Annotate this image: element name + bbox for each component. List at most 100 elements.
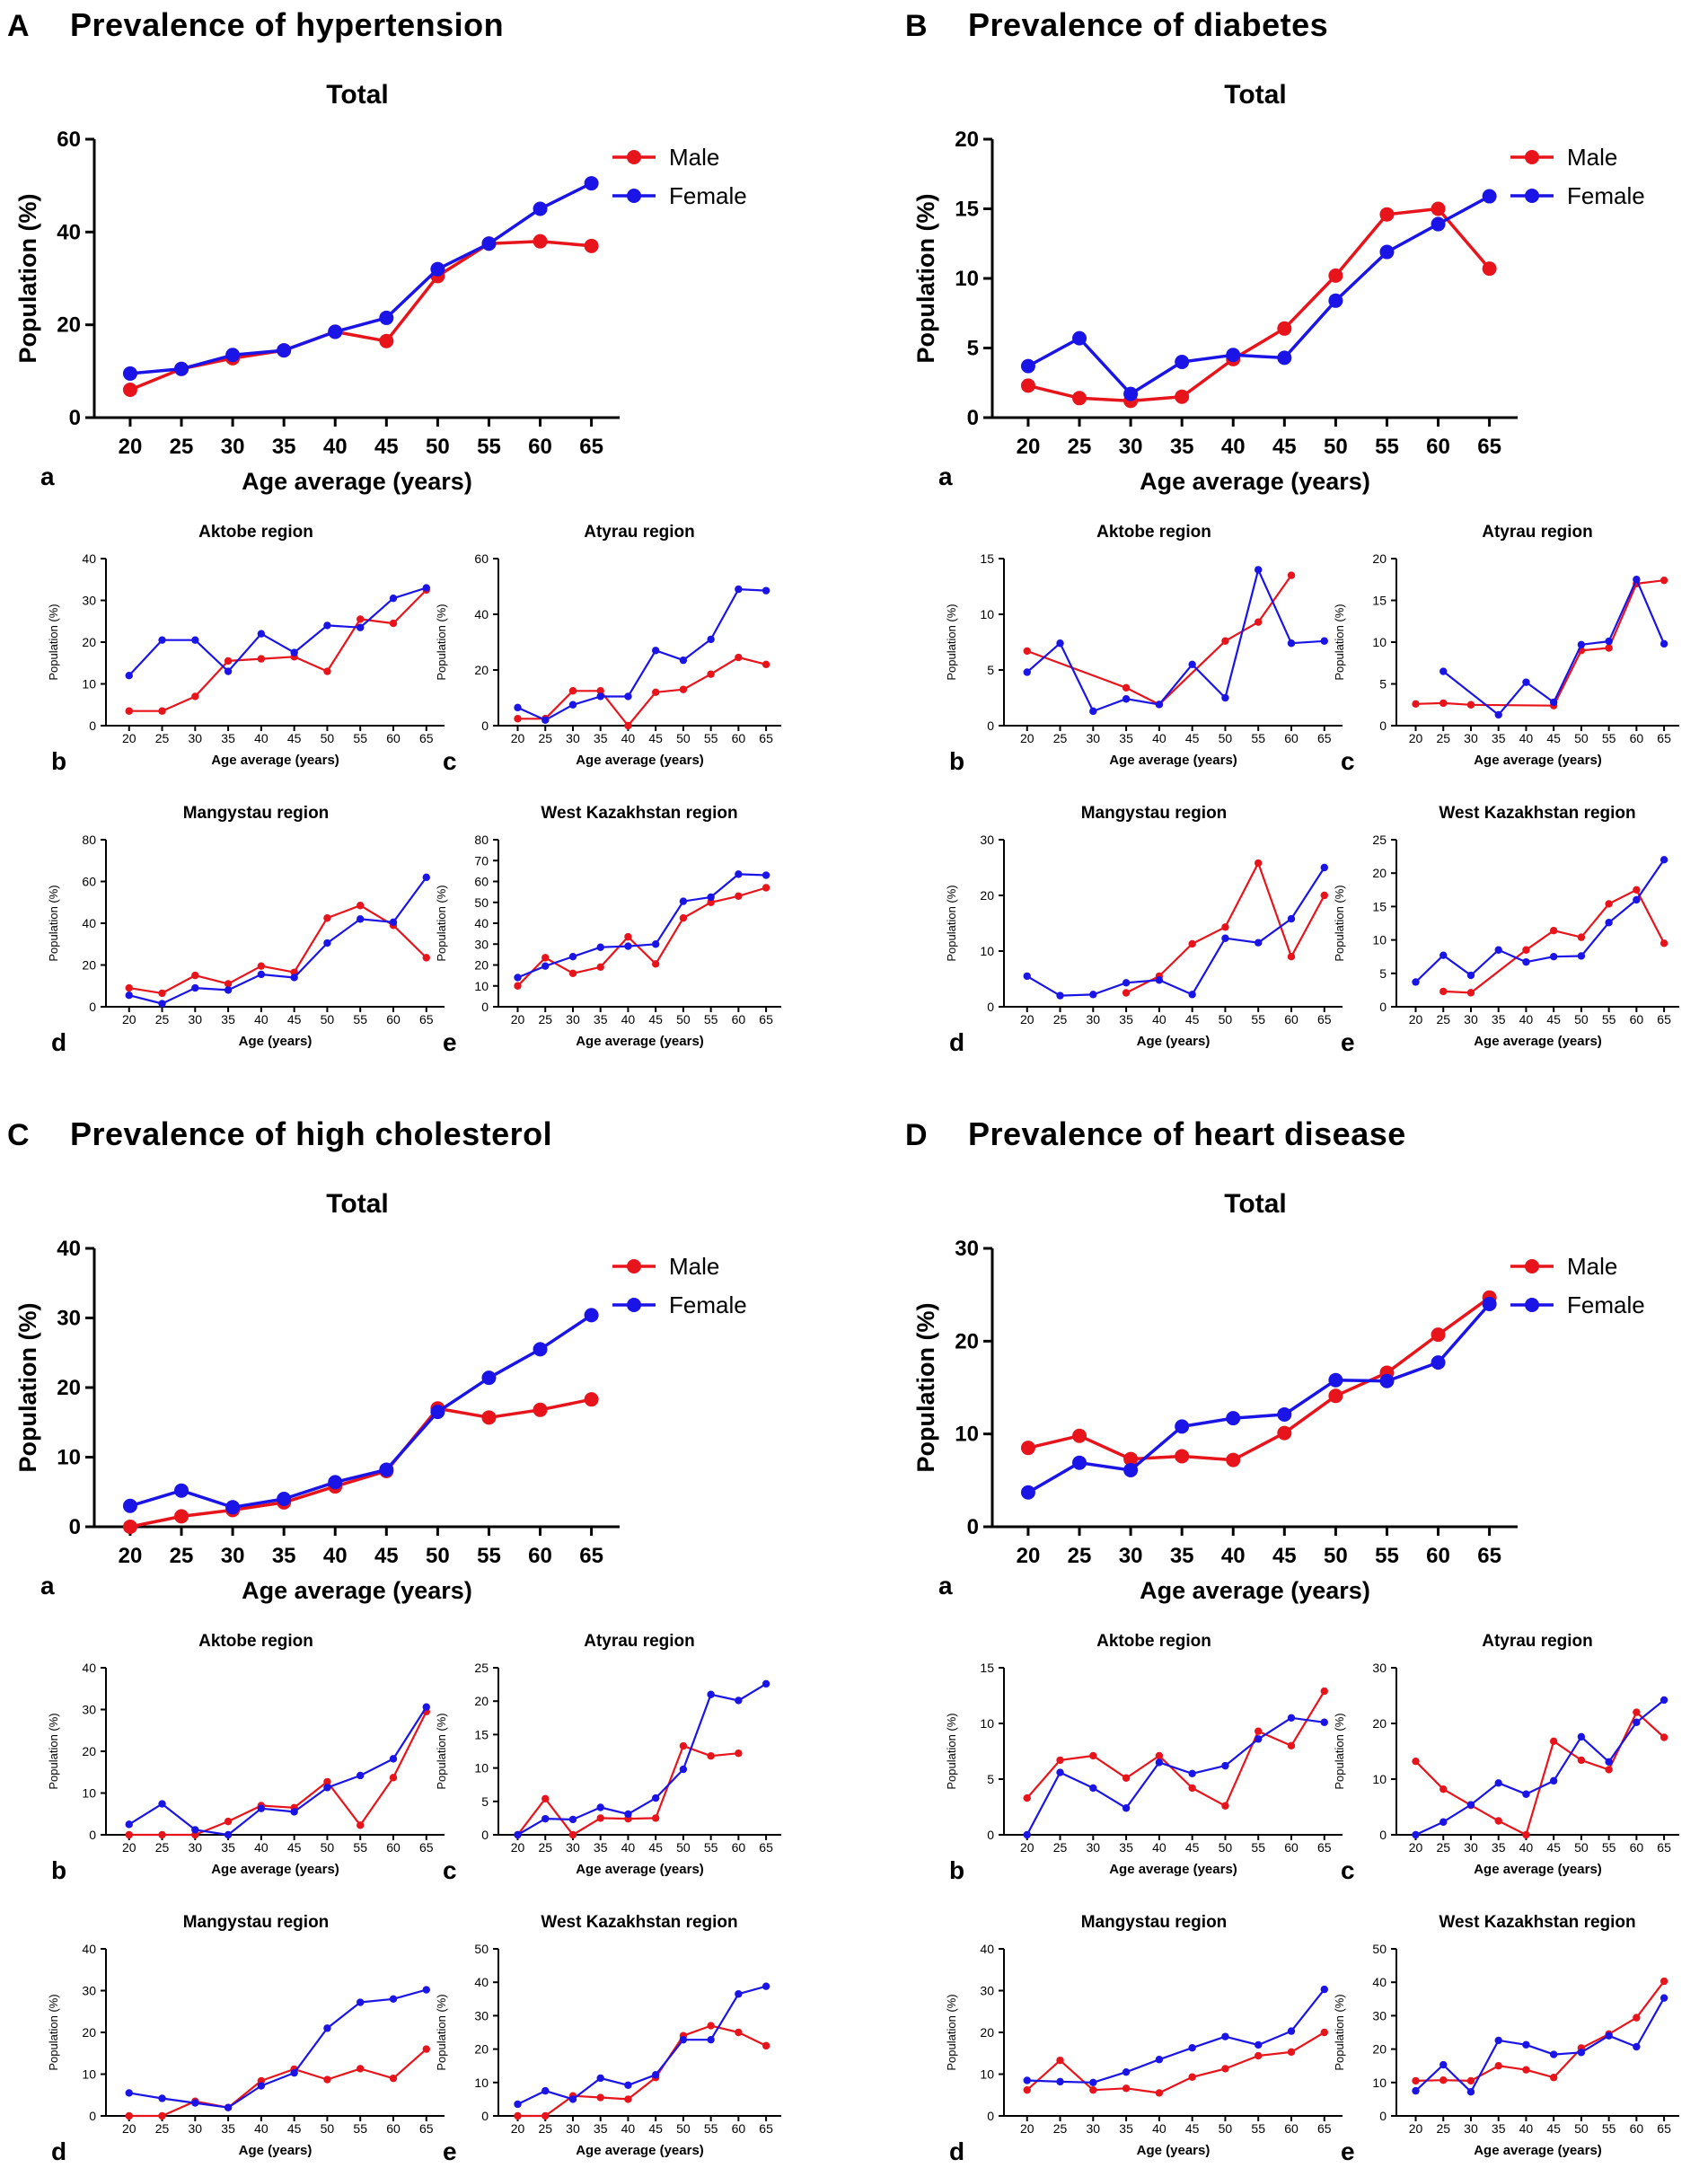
- chart-a-b-female-point: [191, 636, 199, 644]
- chart-c-a-xtick-label: 30: [221, 1544, 245, 1568]
- chart-c-c-ytick-label: 20: [474, 1694, 489, 1708]
- chart-a-b-female-point: [290, 648, 298, 657]
- chart-b-e-xtick-label: 30: [1464, 1012, 1478, 1027]
- chart-b-e-sub-letter: e: [1341, 1028, 1355, 1056]
- chart-a-d: Mangystau region 0 20 40 60 80 20 25 30 35 40 45 50 5…: [47, 804, 445, 1056]
- chart-d-d-ytick-label: 40: [980, 1942, 994, 1956]
- chart-a-c-xtick-label: 50: [676, 731, 691, 745]
- chart-a-d-ytick-label: 0: [89, 1000, 96, 1014]
- chart-c-b-female-point: [357, 1771, 365, 1780]
- chart-a-c-xtick-label: 40: [621, 731, 636, 745]
- chart-d-d-xtick-label: 20: [1020, 2121, 1034, 2136]
- chart-d-c-xlabel: Age average (years): [1474, 1862, 1602, 1877]
- chart-c-e-ytick-label: 20: [474, 2042, 489, 2057]
- chart-c-b-ytick-label: 10: [82, 1786, 96, 1801]
- chart-d-a-male-point: [1328, 1388, 1343, 1404]
- chart-a-d-female-point: [224, 986, 233, 994]
- chart-a-b-xtick-label: 35: [221, 731, 235, 745]
- chart-a-e-male-line: [516, 886, 767, 987]
- chart-a-a-xtick-label: 25: [170, 435, 194, 459]
- chart-b-d-female-point: [1056, 991, 1064, 1000]
- chart-c-c-female-point: [596, 1803, 604, 1811]
- chart-b-e-female-point: [1439, 951, 1448, 959]
- chart-c-c-male-point: [596, 1814, 604, 1822]
- chart-b-a-male-point: [1379, 207, 1395, 222]
- chart-c-d-male-point: [357, 2065, 365, 2073]
- chart-a-e-xtick-label: 60: [732, 1012, 746, 1027]
- chart-d-b-male-point: [1221, 1802, 1229, 1810]
- chart-d-d-female-point: [1122, 2067, 1131, 2076]
- chart-c-d-male-point: [389, 2074, 398, 2083]
- chart-a-a-female-point: [225, 348, 241, 363]
- chart-a-e-male-point: [707, 898, 715, 906]
- chart-a-d-ylabel: Population (%): [47, 885, 60, 961]
- chart-d-b-male-point: [1056, 1756, 1064, 1765]
- chart-d-c-ytick-label: 30: [1372, 1661, 1387, 1675]
- chart-a-e-ytick-label: 30: [474, 937, 489, 951]
- chart-a-b-male-point: [158, 707, 166, 715]
- chart-d-c-female-point: [1522, 1790, 1530, 1798]
- chart-b-e-xtick-label: 25: [1436, 1012, 1450, 1027]
- chart-c-d-xtick-label: 40: [254, 2121, 269, 2136]
- chart-b-e-male-point: [1633, 886, 1641, 894]
- chart-c-e-xtick-label: 60: [732, 2121, 746, 2136]
- chart-c-d-xtick-label: 60: [386, 2121, 401, 2136]
- chart-b-e-male-point: [1660, 939, 1668, 947]
- chart-c-a-male-point: [174, 1509, 189, 1524]
- chart-c-d-male-point: [323, 2075, 331, 2084]
- chart-a-c-xtick-label: 30: [566, 731, 580, 745]
- chart-c-e-xtick-label: 30: [566, 2121, 580, 2136]
- chart-a-e-xtick-label: 45: [648, 1012, 663, 1027]
- chart-d-d-xtick-label: 50: [1219, 2121, 1233, 2136]
- chart-c-c-female-line: [516, 1682, 767, 1836]
- chart-a-c-female-line: [517, 588, 767, 721]
- chart-b-e-male-point: [1605, 900, 1613, 908]
- chart-c-c-male-point: [541, 1794, 550, 1803]
- chart-b-a-male-line: [1027, 207, 1491, 403]
- chart-d-e-male-point: [1494, 2062, 1502, 2070]
- chart-d-a-ylabel: Population (%): [912, 1303, 939, 1473]
- chart-a-c-female-point: [735, 585, 743, 594]
- chart-b-d-xtick-label: 20: [1020, 1012, 1034, 1027]
- chart-d-d-male-point: [1188, 2073, 1196, 2081]
- chart-d-b-xtick-label: 25: [1053, 1840, 1068, 1855]
- chart-d-a-xtick-label: 55: [1375, 1544, 1399, 1568]
- chart-a-c-sub-letter: c: [443, 747, 457, 775]
- chart-a-a-title: Total: [326, 80, 388, 110]
- chart-b-b-ytick-label: 15: [980, 551, 994, 566]
- chart-d-a-male-line: [1027, 1296, 1491, 1462]
- chart-c-c-xtick-label: 40: [621, 1840, 636, 1855]
- chart-a-b-xtick-label: 50: [321, 731, 335, 745]
- chart-b-b-female-point: [1221, 693, 1229, 702]
- chart-a-c-female-point: [624, 692, 632, 701]
- chart-c-e-title: West Kazakhstan region: [541, 1913, 737, 1932]
- chart-d-a-ytick-label: 30: [955, 1237, 979, 1261]
- chart-a-c-ytick-label: 60: [474, 551, 489, 566]
- chart-a-a-xtick-label: 55: [477, 435, 501, 459]
- chart-d-e-sub-letter: e: [1341, 2137, 1355, 2165]
- chart-b-b-male-point: [1221, 637, 1229, 645]
- chart-a-c-xtick-label: 65: [759, 731, 773, 745]
- chart-c-d-xtick-label: 45: [287, 2121, 302, 2136]
- chart-c-c-male-point: [651, 1814, 660, 1822]
- chart-c-b-xtick-label: 55: [353, 1840, 367, 1855]
- chart-b-b-female-point: [1320, 637, 1328, 645]
- chart-b-e-ytick-label: 20: [1372, 866, 1387, 880]
- chart-a-e-ylabel: Population (%): [435, 885, 448, 961]
- chart-b-e-male-point: [1439, 987, 1448, 996]
- chart-c-c-male-point: [679, 1741, 688, 1750]
- chart-d-e-male-line: [1415, 1980, 1665, 2082]
- chart-c-b-male-point: [357, 1821, 365, 1829]
- chart-d-a-xlabel: Age average (years): [1140, 1577, 1370, 1604]
- chart-b-c-female-point: [1522, 678, 1530, 686]
- chart-d-a-male-point: [1072, 1428, 1087, 1443]
- chart-a-a-xtick-label: 60: [528, 435, 552, 459]
- chart-b-e-ytick-label: 15: [1372, 899, 1387, 913]
- chart-c-b-male-point: [224, 1817, 233, 1826]
- chart-c-c-xtick-label: 25: [538, 1840, 552, 1855]
- chart-a-a-female-point: [584, 176, 599, 191]
- chart-a-b-xtick-label: 25: [155, 731, 170, 745]
- chart-a-c-xlabel: Age average (years): [576, 753, 704, 768]
- chart-d-d-female-point: [1056, 2077, 1064, 2086]
